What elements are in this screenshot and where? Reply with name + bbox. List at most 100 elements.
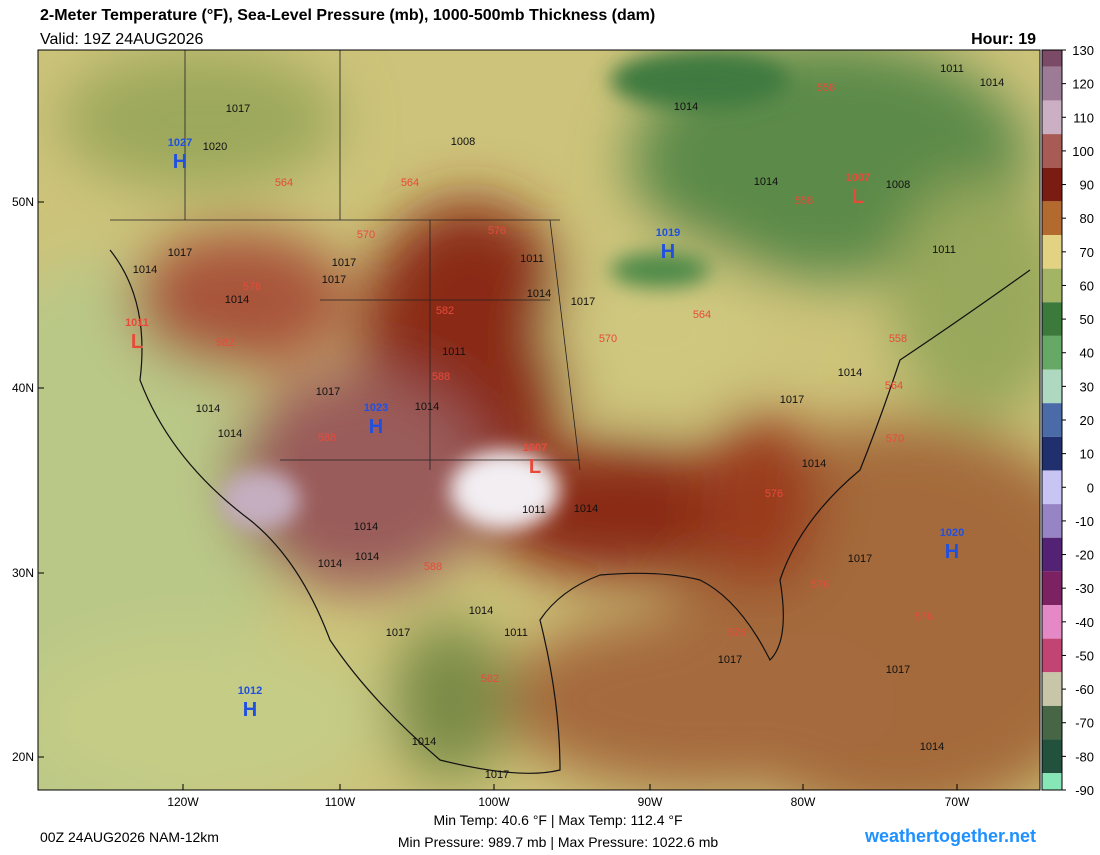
latitude-labels: 50N 40N 30N 20N (12, 195, 44, 764)
longitude-label: 100W (478, 795, 510, 809)
contour-label: 558 (889, 333, 907, 345)
contour-label: 1014 (225, 294, 249, 306)
longitude-label: 70W (945, 795, 970, 809)
contour-label: 1014 (196, 403, 220, 415)
colorbar-label: -30 (1075, 581, 1094, 596)
contour-label: 1014 (980, 77, 1004, 89)
contour-label: 576 (811, 579, 829, 591)
contour-label: 570 (357, 229, 375, 241)
contour-label: 1017 (316, 386, 340, 398)
contour-label: 1017 (485, 769, 509, 781)
pressure-range: Min Pressure: 989.7 mb | Max Pressure: 1… (398, 834, 719, 850)
colorbar-label: 120 (1072, 77, 1094, 92)
contour-label: 1014 (469, 605, 493, 617)
contour-label: 1017 (386, 627, 410, 639)
colorbar-swatch (1042, 66, 1062, 101)
colorbar-swatch (1042, 470, 1062, 505)
colorbar-swatch (1042, 605, 1062, 639)
contour-label: 564 (275, 177, 293, 189)
colorbar-swatch (1042, 134, 1062, 168)
colorbar-swatch (1042, 739, 1062, 774)
contour-label: 1014 (802, 458, 826, 470)
contour-label: 1008 (886, 179, 910, 191)
colorbar-label: -90 (1075, 783, 1094, 798)
pressure-centers: 1027 H 1019 H 1023 H 1011 L 1007 L 1007 L 1020 H 1012 H (125, 137, 964, 721)
colorbar-swatch (1042, 705, 1062, 740)
contour-label: 570 (886, 433, 904, 445)
contour-label: 1017 (848, 553, 872, 565)
contour-label: 582 (481, 673, 499, 685)
colorbar-label: 130 (1072, 43, 1094, 58)
valid-time: Valid: 19Z 24AUG2026 (40, 31, 203, 48)
contour-label: 1011 (442, 346, 466, 358)
model-run: 00Z 24AUG2026 NAM-12km (40, 829, 219, 845)
contour-label: 1011 (940, 63, 964, 75)
contour-label: 1017 (780, 394, 804, 406)
colorbar-swatch (1042, 268, 1062, 303)
colorbar-label: -50 (1075, 648, 1094, 663)
contour-label: 558 (795, 195, 813, 207)
contour-label: 1014 (218, 428, 242, 440)
contour-label: 1017 (718, 654, 742, 666)
contour-label: 1017 (226, 103, 250, 115)
contour-label: 564 (401, 177, 419, 189)
contour-label: 1014 (355, 551, 379, 563)
colorbar-swatch (1042, 302, 1062, 336)
contour-label: 564 (885, 380, 903, 392)
longitude-label: 90W (638, 795, 663, 809)
map-frame (37, 49, 1041, 791)
colorbar-swatch (1042, 100, 1062, 135)
center-value: 1012 (238, 685, 262, 697)
contour-label: 1014 (412, 736, 436, 748)
contour-label: 1014 (415, 401, 439, 413)
colorbar-label: -70 (1075, 716, 1094, 731)
colorbar-label: 60 (1080, 278, 1094, 293)
contour-label: 1014 (574, 503, 598, 515)
longitude-label: 120W (167, 795, 199, 809)
center-symbol: H (945, 541, 959, 563)
borders (110, 50, 581, 471)
colorbar-label: -40 (1075, 615, 1094, 630)
colorbar-swatch (1042, 201, 1062, 235)
contour-label: 1014 (133, 264, 157, 276)
contour-label: 588 (432, 371, 450, 383)
center-value: 1027 (168, 137, 192, 149)
contour-label: 1014 (354, 521, 378, 533)
colorbar-label: -20 (1075, 548, 1094, 563)
center-symbol: H (661, 241, 675, 263)
contour-label: 582 (436, 305, 454, 317)
colorbar-label: 40 (1080, 346, 1094, 361)
colorbar-swatch (1042, 436, 1062, 471)
colorbar-label: 80 (1080, 211, 1094, 226)
colorbar-label: -10 (1075, 514, 1094, 529)
contour-label: 1011 (522, 504, 546, 516)
contour-label: 1008 (451, 136, 475, 148)
center-value: 1007 (846, 172, 870, 184)
center-value: 1011 (125, 317, 149, 329)
center-value: 1007 (523, 442, 547, 454)
colorbar-label: -80 (1075, 749, 1094, 764)
forecast-hour: Hour: 19 (971, 31, 1036, 48)
longitude-label: 110W (325, 795, 356, 809)
contour-labels: 1017 1020 564 564 1008 1014 558 1011 1014 1014 558… (133, 63, 1004, 781)
contour-label: 576 (915, 611, 933, 623)
center-symbol: H (243, 699, 257, 721)
latitude-label: 30N (12, 566, 34, 580)
center-value: 1020 (940, 527, 964, 539)
center-symbol: H (369, 416, 383, 438)
longitude-labels: 120W 110W 100W 90W 80W 70W (167, 784, 970, 809)
latitude-label: 40N (12, 381, 34, 395)
contour-label: 570 (599, 333, 617, 345)
latitude-label: 50N (12, 195, 34, 209)
contour-label: 1014 (527, 288, 551, 300)
contour-label: 1014 (674, 101, 698, 113)
contour-label: 1020 (203, 141, 227, 153)
colorbar-swatch (1042, 335, 1062, 370)
colorbar-label: 70 (1080, 245, 1094, 260)
center-value: 1019 (656, 227, 680, 239)
contour-label: 1014 (318, 558, 342, 570)
colorbar-label: 30 (1080, 379, 1094, 394)
contour-label: 1011 (520, 253, 544, 265)
site-link[interactable]: weathertogether.net (864, 826, 1036, 846)
contour-label: 1017 (168, 247, 192, 259)
